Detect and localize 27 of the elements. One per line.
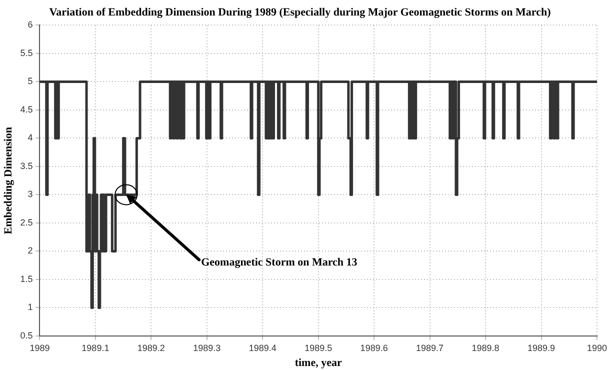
x-tick-label: 1989.4	[248, 342, 276, 353]
x-tick-label: 1989	[30, 342, 50, 353]
y-tick-label: 4.5	[20, 104, 33, 114]
y-tick-label: 2.5	[20, 217, 33, 228]
x-tick-label: 1989.7	[416, 342, 444, 353]
x-tick-label: 1989.3	[193, 342, 221, 353]
y-tick-label: 1.5	[20, 274, 33, 284]
y-tick-label: 3	[28, 189, 33, 200]
y-tick-label: 4	[28, 132, 33, 143]
x-tick-label: 1989.6	[360, 342, 388, 353]
x-tick-label: 1989.8	[472, 342, 500, 353]
y-tick-label: 0.5	[20, 330, 33, 340]
y-tick-label: 6	[28, 20, 33, 30]
x-tick-label: 1989.1	[82, 342, 110, 353]
x-tick-label: 1989.2	[137, 342, 165, 353]
x-tick-label: 1990	[586, 342, 608, 353]
y-axis-title: Embedding Dimension	[2, 126, 14, 234]
y-tick-label: 5	[28, 76, 33, 86]
y-tick-label: 5.5	[20, 48, 33, 58]
x-tick-label: 1989.5	[304, 342, 332, 353]
x-tick-label: 1989.9	[527, 342, 556, 353]
x-axis-title: time, year	[294, 357, 342, 370]
annotation: Geomagnetic Storm on March 13	[201, 256, 358, 269]
y-tick-label: 3.5	[20, 160, 33, 171]
chart-title: Variation of Embedding Dimension During 1989 (Especially during Major Geomagnetic Storms on March)	[49, 6, 552, 18]
y-tick-label: 1	[28, 302, 33, 312]
y-tick-label: 2	[28, 246, 33, 256]
